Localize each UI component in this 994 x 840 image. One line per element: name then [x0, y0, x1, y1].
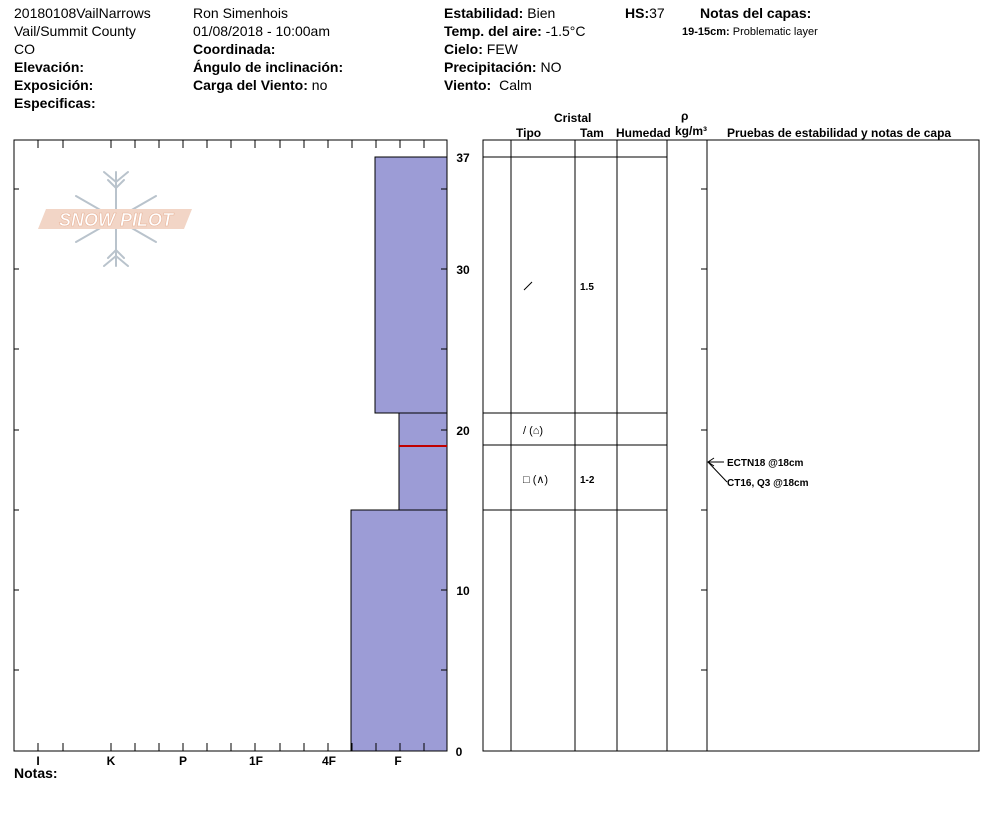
crystal-header: Cristal	[554, 111, 592, 125]
stability-label: Estabilidad:	[444, 5, 524, 21]
snow-height: HS:37	[625, 5, 665, 21]
snow-pilot-logo: SNOW PILOT	[38, 209, 192, 230]
layer-table	[482, 139, 980, 752]
depth-label: 0	[456, 745, 463, 759]
air-temp-value: -1.5°C	[545, 23, 586, 39]
depth-label: 20	[456, 424, 470, 438]
size-header: Tam	[580, 126, 604, 140]
layer-note-text: Problematic layer	[732, 26, 818, 38]
site-name: 20180108VailNarrows	[14, 5, 151, 21]
wind-value: Calm	[499, 77, 532, 93]
density-header: kg/m³	[675, 124, 708, 138]
air-temp-label: Temp. del aire:	[444, 23, 542, 39]
hardness-label: 1F	[249, 754, 263, 768]
layer-note-range: 19-15cm:	[682, 26, 730, 38]
hardness-axis: I K P 1F 4F F	[36, 754, 401, 768]
hardness-label: I	[36, 754, 39, 768]
layer-notes-title: Notas del capas:	[700, 5, 812, 21]
grain-form: / (⌂)	[523, 425, 543, 437]
wind-load-value: no	[311, 77, 328, 93]
grain-size: 1-2	[580, 475, 595, 486]
wind: Viento: Calm	[444, 77, 532, 93]
air-temperature: Temp. del aire: -1.5°C	[444, 23, 586, 39]
hardness-label: F	[394, 754, 401, 768]
observation-datetime: 01/08/2018 - 10:00am	[193, 23, 330, 39]
hardness-label: 4F	[322, 754, 336, 768]
grain-form: □ (∧)	[523, 474, 548, 486]
specifics-label: Especificas:	[14, 95, 96, 111]
aspect-label: Exposición:	[14, 77, 94, 93]
depth-axis: 37 30 20 10 0	[456, 151, 470, 759]
stability-test-result: ECTN18 @18cm	[727, 458, 804, 469]
wind-load-label: Carga del Viento:	[193, 77, 308, 93]
layer-note: 19-15cm: Problematic layer	[682, 24, 818, 40]
coordinate-label: Coordinada:	[193, 41, 276, 57]
observer-name: Ron Simenhois	[193, 5, 288, 21]
depth-ticks	[441, 156, 447, 671]
hs-label: HS:	[625, 5, 650, 21]
type-header: Tipo	[516, 126, 542, 140]
slope-angle-label: Ángulo de inclinación:	[193, 59, 344, 75]
stability-test-result: CT16, Q3 @18cm	[727, 478, 809, 489]
layer-bar-37-21	[374, 156, 448, 414]
tests-header: Pruebas de estabilidad y notas de capa	[727, 126, 952, 140]
depth-label: 10	[456, 584, 470, 598]
top-ticks	[37, 140, 425, 148]
precipitation-particle-icon	[523, 281, 533, 291]
sky-condition: Cielo: FEW	[444, 41, 518, 57]
sky-value: FEW	[486, 41, 518, 57]
bottom-ticks	[37, 743, 425, 751]
precip-label: Precipitación:	[444, 59, 537, 75]
snow-pilot-logo-text: SNOW PILOT	[59, 210, 175, 230]
precip-value: NO	[540, 59, 562, 75]
rho-header: ρ	[681, 109, 689, 123]
location-state: CO	[14, 41, 35, 57]
stability-value: Bien	[527, 5, 556, 21]
grain-size: 1.5	[580, 282, 594, 293]
wind-load: Carga del Viento: no	[193, 77, 327, 93]
hs-value: 37	[649, 5, 665, 21]
stability: Estabilidad: Bien	[444, 5, 555, 21]
left-ticks	[14, 188, 19, 671]
hardness-label: P	[179, 754, 187, 768]
depth-label: 37	[456, 151, 470, 165]
notes-label: Notas:	[14, 765, 58, 781]
layer-bar-21-15	[398, 412, 448, 511]
humidity-header: Humedad	[616, 126, 671, 140]
hardness-label: K	[107, 754, 116, 768]
stability-test-pointer	[707, 457, 728, 483]
wind-label: Viento:	[444, 77, 492, 93]
sky-label: Cielo:	[444, 41, 483, 57]
depth-label: 30	[456, 263, 470, 277]
location-region: Vail/Summit County	[14, 23, 136, 39]
layer-bar-15-0	[350, 509, 448, 752]
elevation-label: Elevación:	[14, 59, 85, 75]
precipitation: Precipitación: NO	[444, 59, 561, 75]
